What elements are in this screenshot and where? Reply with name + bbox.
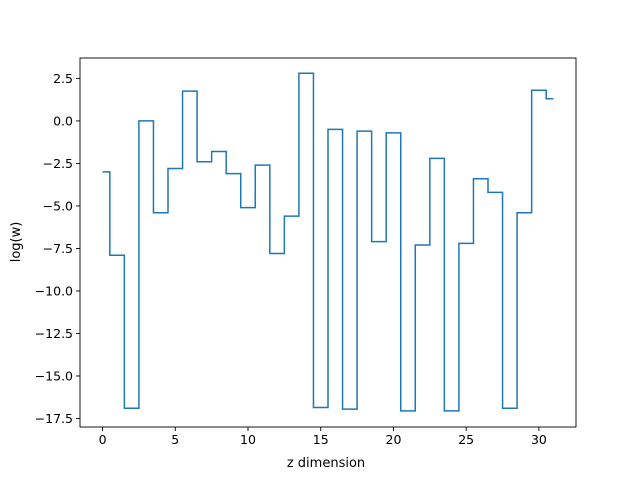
y-tick-label: −15.0 [35, 368, 73, 383]
y-tick-label: 0.0 [53, 113, 73, 128]
y-tick-label: 2.5 [53, 71, 73, 86]
y-tick-label: −17.5 [35, 411, 73, 426]
y-axis-label: log(w) [9, 222, 24, 263]
y-tick-label: −5.0 [43, 198, 73, 213]
x-axis: 0 5 10 15 20 25 30 [99, 427, 547, 447]
plot-area [79, 57, 577, 428]
x-axis-label: z dimension [287, 456, 365, 471]
y-tick-label: −2.5 [43, 156, 73, 171]
x-tick-label: 25 [458, 432, 474, 447]
x-tick-label: 15 [313, 432, 329, 447]
y-tick-label: −10.0 [35, 283, 73, 298]
series-line [102, 72, 554, 412]
x-tick-label: 0 [99, 432, 107, 447]
y-tick-label: −12.5 [35, 326, 73, 341]
axes-frame [79, 57, 577, 428]
x-tick-label: 10 [240, 432, 256, 447]
y-axis: 2.5 0.0 −2.5 −5.0 −7.5 −10.0 −12.5 −15.0 −17.5 [35, 71, 80, 426]
x-tick-label: 5 [171, 432, 179, 447]
x-tick-label: 20 [386, 432, 402, 447]
y-tick-label: −7.5 [43, 241, 73, 256]
x-tick-label: 30 [531, 432, 547, 447]
